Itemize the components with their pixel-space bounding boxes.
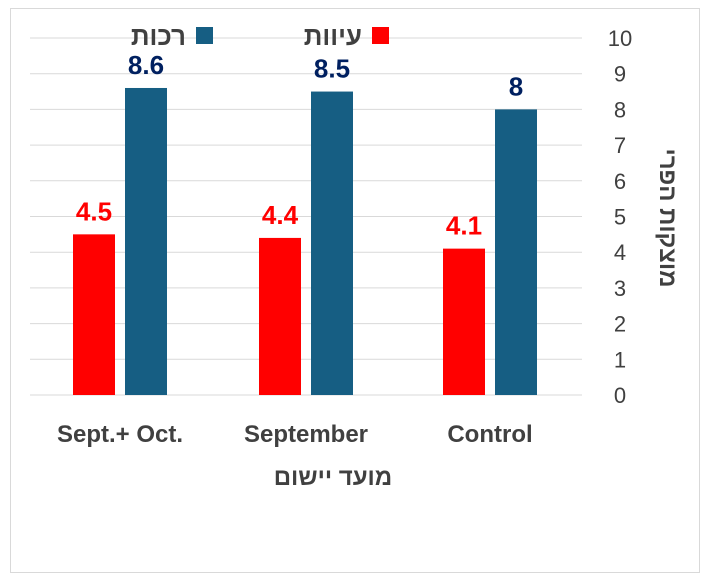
y-tick-2: 2: [614, 312, 626, 337]
bar-distortion-2: [443, 248, 485, 395]
bars: [73, 87, 537, 396]
bar-softness-0: [125, 87, 167, 395]
data-label-1-1: 8.5: [314, 54, 350, 84]
data-labels: 4.5 8.6 4.4 8.5 4.1 8: [76, 50, 523, 241]
data-label-1-0: 8.6: [128, 50, 164, 80]
bar-softness-1: [311, 91, 353, 396]
x-tick-0: Sept.+ Oct.: [57, 421, 183, 448]
legend-label-1: רכות: [131, 21, 186, 51]
y-tick-5: 5: [614, 205, 626, 230]
x-axis-title: מועד יישום: [274, 464, 392, 491]
y-tick-10: 10: [608, 26, 632, 51]
data-label-1-2: 8: [509, 71, 523, 101]
y-tick-labels: 0 1 2 3 4 5 6 7 8 9 10: [608, 26, 632, 408]
data-label-0-2: 4.1: [446, 211, 482, 241]
x-tick-1: September: [244, 421, 368, 448]
y-tick-8: 8: [614, 97, 626, 122]
legend-swatch-0: [372, 27, 389, 44]
data-label-0-1: 4.4: [262, 200, 299, 230]
bar-distortion-0: [73, 234, 115, 395]
y-tick-3: 3: [614, 276, 626, 301]
bar-distortion-1: [259, 237, 301, 395]
bar-softness-2: [495, 109, 537, 396]
y-axis-title: מוצקות הפרי: [654, 148, 681, 287]
legend-swatch-1: [196, 27, 213, 44]
data-label-0-0: 4.5: [76, 196, 112, 226]
x-category-labels: Sept.+ Oct. September Control: [57, 421, 533, 448]
x-tick-2: Control: [447, 421, 532, 448]
y-tick-6: 6: [614, 169, 626, 194]
y-tick-1: 1: [614, 347, 626, 372]
y-tick-4: 4: [614, 240, 626, 265]
legend-label-0: עיוות: [304, 21, 362, 51]
legend: עיוות רכות: [131, 21, 389, 51]
gridlines: [30, 37, 582, 396]
y-tick-9: 9: [614, 62, 626, 87]
y-tick-0: 0: [614, 383, 626, 408]
y-tick-7: 7: [614, 133, 626, 158]
